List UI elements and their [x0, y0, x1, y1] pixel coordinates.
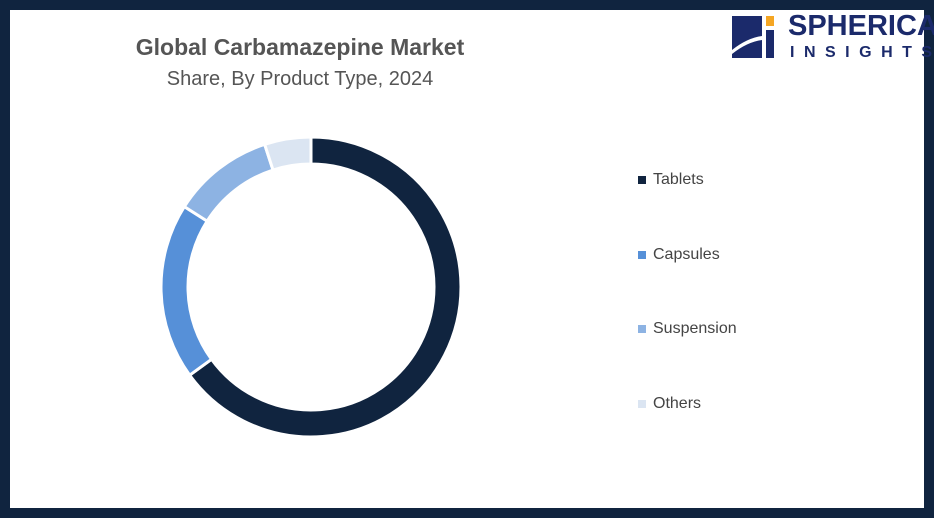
legend-label: Tablets: [653, 171, 704, 188]
donut-slice-suspension: [182, 142, 275, 224]
legend-swatch: [638, 176, 646, 184]
spherical-insights-logo-icon: [732, 16, 774, 58]
legend-swatch: [638, 250, 646, 259]
legend-label: Suspension: [653, 320, 737, 337]
legend-swatch: [638, 399, 646, 408]
legend-label: Capsules: [653, 245, 720, 263]
donut-slice-tablets: [187, 135, 463, 439]
legend-label: Others: [653, 394, 702, 412]
legend-item-capsules: Capsules: [638, 246, 720, 264]
logo-text-spherical: SPHERICAL: [788, 10, 934, 42]
donut-slice-capsules: [159, 204, 214, 378]
legend-item-suspension: Suspension: [638, 320, 737, 338]
chart-subtitle: Share, By Product Type, 2024: [166, 68, 434, 90]
logo-text-insights: INSIGHTS: [790, 44, 934, 61]
chart-title: Global Carbamazepine Market: [135, 34, 465, 60]
legend-item-others: Others: [638, 395, 701, 413]
legend-swatch: [638, 325, 646, 333]
legend-item-tablets: Tablets: [638, 171, 704, 189]
donut-slice-others: [262, 135, 313, 172]
